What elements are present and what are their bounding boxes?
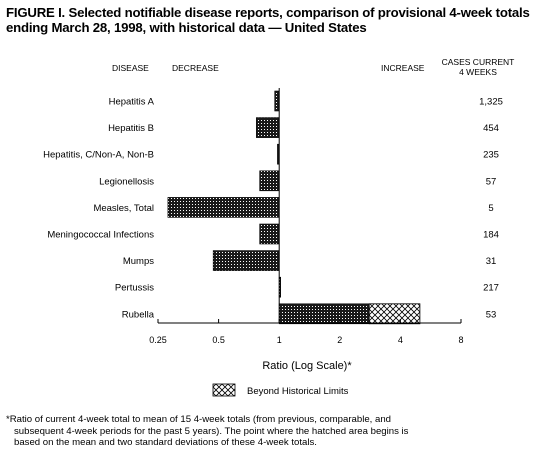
category-label: Meningococcal Infections (47, 230, 154, 241)
cases-header-line: 4 WEEKS (459, 67, 497, 77)
case-count: 31 (486, 256, 497, 267)
case-count: 184 (483, 230, 499, 241)
title-line: FIGURE I. Selected notifiable disease re… (6, 5, 530, 20)
bar (259, 223, 280, 245)
bar (212, 250, 280, 271)
category-label: Hepatitis B (108, 123, 154, 134)
disease-header: DISEASE (112, 63, 149, 73)
category-label: Mumps (123, 256, 154, 267)
bar (259, 170, 280, 192)
x-tick-label: 2 (337, 335, 342, 345)
case-count: 235 (483, 150, 499, 161)
bar (278, 303, 370, 325)
x-tick-label: 8 (458, 335, 463, 345)
footnote-line: subsequent 4-week periods for the past 5… (14, 425, 409, 437)
case-count: 217 (483, 283, 499, 294)
bar (167, 197, 280, 218)
decrease-header: DECREASE (172, 63, 219, 73)
increase-header: INCREASE (381, 63, 425, 73)
category-label: Legionellosis (99, 176, 154, 187)
cases-header-line: CASES CURRENT (441, 57, 515, 67)
chart-plot: Hepatitis A 1,325 Hepatitis B 454 Hepatitis,… (43, 88, 503, 397)
footnote-line: based on the mean and two standard devia… (14, 437, 317, 448)
x-tick-label: 0.5 (212, 335, 225, 345)
x-tick-label: 4 (398, 335, 403, 345)
x-tick-label: 1 (277, 335, 282, 345)
x-axis-label: Ratio (Log Scale)* (262, 360, 352, 372)
category-label: Measles, Total (93, 203, 154, 214)
x-tick-label: 0.25 (149, 335, 167, 345)
case-count: 454 (483, 123, 499, 134)
bar (274, 90, 280, 112)
title-line: ending March 28, 1998, with historical d… (6, 20, 367, 35)
case-count: 57 (486, 176, 497, 187)
legend-swatch (212, 383, 236, 397)
category-label: Rubella (122, 309, 155, 320)
cases-header: CASES CURRENT 4 WEEKS (438, 57, 518, 77)
footnote: *Ratio of current 4-week total to mean o… (6, 414, 550, 449)
case-count: 53 (486, 309, 497, 320)
category-label: Hepatitis A (109, 97, 155, 108)
case-count: 1,325 (479, 97, 503, 108)
figure-title: FIGURE I. Selected notifiable disease re… (6, 5, 546, 35)
category-label: Hepatitis, C/Non-A, Non-B (43, 150, 154, 161)
category-label: Pertussis (115, 283, 154, 294)
bar-beyond-limits (368, 303, 421, 325)
footnote-line: *Ratio of current 4-week total to mean o… (6, 414, 392, 425)
legend-label: Beyond Historical Limits (247, 386, 349, 397)
bar (256, 117, 280, 138)
case-count: 5 (488, 203, 493, 214)
